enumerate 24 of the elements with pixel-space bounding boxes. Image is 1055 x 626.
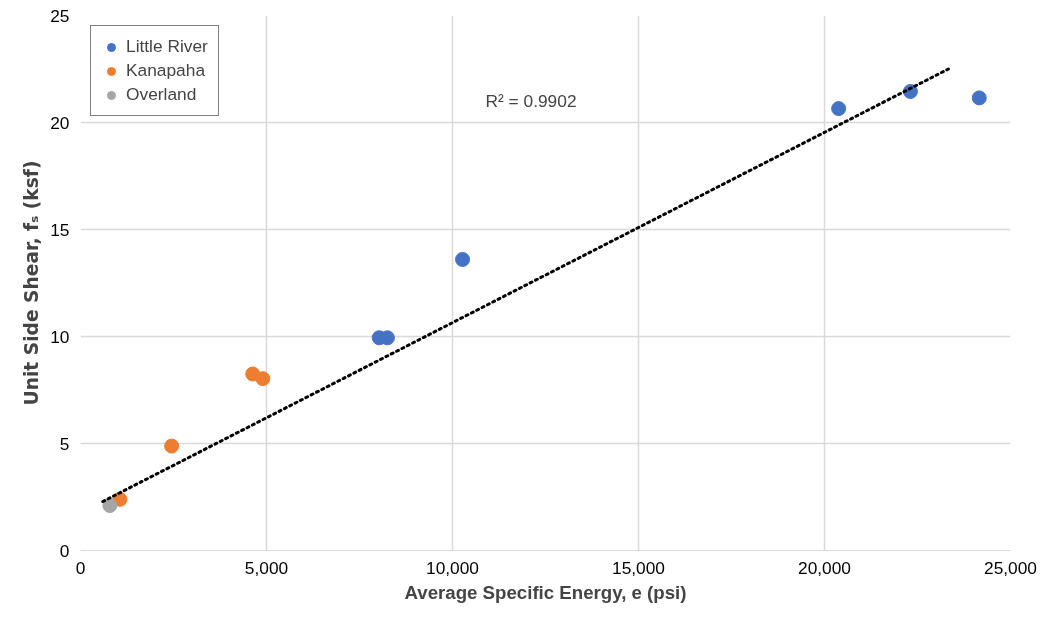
point <box>164 438 180 454</box>
point <box>971 90 987 106</box>
x-axis-title: Average Specific Energy, e (psi) <box>404 581 687 603</box>
x-tick-label: 15,000 <box>612 557 665 578</box>
legend-label: Overland <box>126 84 197 105</box>
point <box>455 251 471 267</box>
y-axis-title: Unit Side Shear, fₛ (ksf) <box>21 160 43 406</box>
annotation: R² = 0.9902 <box>485 90 577 111</box>
x-tick-label: 0 <box>75 557 86 578</box>
x-tick-label: 10,000 <box>426 557 479 578</box>
x-tick-label: 5,000 <box>244 557 289 578</box>
legend-label: Kanapaha <box>126 60 206 81</box>
y-tick-label: 0 <box>59 540 70 561</box>
legend-label: Little River <box>126 36 208 57</box>
point <box>102 498 118 514</box>
y-tick-label: 15 <box>50 219 70 240</box>
y-tick-label: 5 <box>59 433 70 454</box>
y-tick-label: 10 <box>50 326 70 347</box>
point <box>255 371 271 387</box>
x-tick-label: 20,000 <box>798 557 851 578</box>
point <box>831 101 847 117</box>
y-tick-label: 20 <box>50 112 70 133</box>
y-tick-label: 25 <box>50 5 70 26</box>
x-tick-label: 25,000 <box>984 557 1037 578</box>
